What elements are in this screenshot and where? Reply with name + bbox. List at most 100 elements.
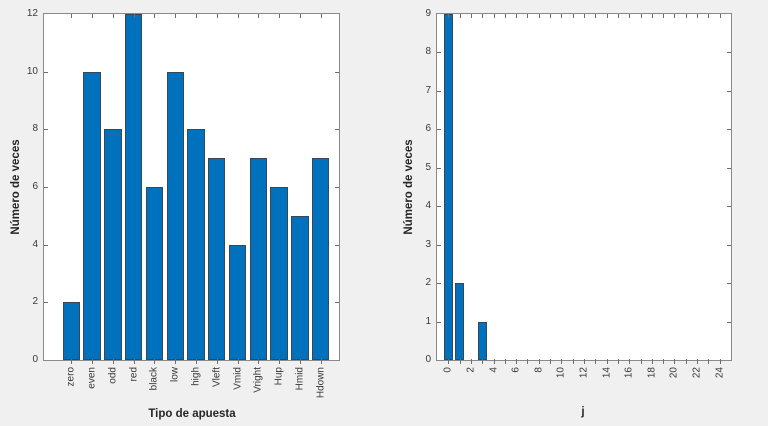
axis-tick bbox=[727, 321, 731, 323]
bet-types-x-axis-label: Tipo de apuesta bbox=[148, 408, 236, 420]
axis-tick bbox=[538, 359, 540, 364]
axis-tick bbox=[527, 359, 529, 364]
y-tick-label: 0 bbox=[32, 354, 38, 365]
y-tick-label: 0 bbox=[425, 354, 431, 365]
x-tick-label: 16 bbox=[623, 367, 635, 379]
y-tick-label: 1 bbox=[425, 315, 431, 327]
y-tick-label: 12 bbox=[26, 8, 38, 19]
axis-tick bbox=[538, 14, 540, 18]
bar bbox=[187, 129, 205, 360]
axis-tick bbox=[727, 206, 731, 208]
axis-tick bbox=[727, 283, 731, 285]
y-tick-label: 7 bbox=[425, 84, 431, 96]
axis-tick bbox=[482, 359, 484, 364]
y-tick-label: 3 bbox=[425, 238, 431, 250]
axis-tick bbox=[640, 14, 642, 18]
axis-tick bbox=[320, 359, 322, 364]
x-tick-label: 20 bbox=[668, 367, 680, 379]
axis-tick bbox=[719, 14, 721, 18]
axis-tick bbox=[237, 359, 239, 364]
axis-tick bbox=[584, 359, 585, 364]
axis-tick bbox=[196, 359, 197, 364]
x-tick-label: 18 bbox=[646, 367, 658, 379]
axis-tick bbox=[504, 14, 506, 18]
axis-tick bbox=[493, 359, 495, 364]
axis-tick bbox=[595, 14, 597, 18]
y-tick-label: 2 bbox=[32, 296, 38, 308]
axis-tick bbox=[606, 359, 608, 364]
axis-tick bbox=[335, 187, 339, 188]
axis-tick bbox=[674, 359, 676, 364]
axis-tick bbox=[727, 167, 731, 169]
axis-tick bbox=[154, 359, 156, 364]
axis-tick bbox=[606, 14, 608, 18]
axis-tick bbox=[663, 14, 665, 18]
x-tick-label: 0 bbox=[442, 367, 454, 373]
axis-tick bbox=[216, 14, 218, 18]
bar bbox=[208, 158, 226, 360]
axis-tick bbox=[335, 129, 339, 131]
axis-tick bbox=[258, 14, 260, 18]
axis-tick bbox=[112, 359, 114, 364]
axis-tick bbox=[133, 359, 135, 364]
x-tick-label: 14 bbox=[601, 367, 613, 379]
axis-tick bbox=[258, 359, 260, 364]
axis-tick bbox=[470, 14, 472, 18]
y-tick-label: 8 bbox=[32, 123, 38, 135]
axis-tick bbox=[71, 359, 73, 364]
axis-tick bbox=[437, 129, 441, 131]
x-tick-label: 24 bbox=[714, 367, 726, 379]
axis-tick bbox=[437, 167, 441, 169]
axis-tick bbox=[335, 244, 339, 246]
y-tick-label: 6 bbox=[32, 181, 38, 192]
y-tick-label: 4 bbox=[32, 238, 38, 250]
axis-tick bbox=[493, 14, 495, 18]
bar bbox=[291, 215, 309, 360]
axis-tick bbox=[299, 14, 301, 18]
j-histogram-plot-area bbox=[436, 13, 732, 364]
axis-tick bbox=[708, 14, 710, 18]
axis-tick bbox=[727, 244, 731, 246]
axis-tick bbox=[640, 359, 642, 364]
x-tick-label: 10 bbox=[555, 367, 567, 379]
axis-tick bbox=[516, 359, 518, 364]
axis-tick bbox=[617, 14, 619, 18]
x-tick-label: 4 bbox=[488, 367, 500, 373]
x-tick-label: 2 bbox=[465, 367, 477, 373]
axis-tick bbox=[727, 52, 731, 54]
axis-tick bbox=[175, 359, 177, 364]
axis-tick bbox=[470, 359, 472, 364]
axis-tick bbox=[674, 14, 676, 18]
j-histogram-y-axis-label: Número de veces bbox=[403, 139, 415, 235]
axis-tick bbox=[651, 359, 653, 364]
y-tick-label: 10 bbox=[26, 65, 38, 77]
axis-tick bbox=[727, 90, 731, 92]
axis-tick bbox=[335, 71, 339, 73]
axis-tick bbox=[663, 359, 665, 364]
axis-tick bbox=[617, 359, 619, 364]
axis-tick bbox=[550, 359, 552, 364]
axis-tick bbox=[527, 14, 529, 18]
axis-tick bbox=[92, 14, 94, 18]
bar bbox=[104, 129, 122, 360]
axis-tick bbox=[516, 14, 518, 18]
axis-tick bbox=[459, 14, 461, 18]
axis-tick bbox=[237, 14, 239, 18]
axis-tick bbox=[561, 14, 563, 18]
axis-tick bbox=[572, 14, 574, 18]
axis-tick bbox=[437, 244, 441, 246]
axis-tick bbox=[437, 90, 441, 92]
axis-tick bbox=[448, 14, 450, 18]
axis-tick bbox=[112, 14, 114, 18]
y-tick-label: 2 bbox=[425, 277, 431, 289]
bar bbox=[477, 321, 487, 360]
x-tick-label: 6 bbox=[510, 367, 522, 373]
axis-tick bbox=[629, 14, 631, 18]
y-tick-label: 9 bbox=[425, 8, 431, 19]
axis-tick bbox=[44, 129, 48, 131]
y-tick-label: 5 bbox=[425, 161, 431, 173]
axis-tick bbox=[133, 14, 135, 18]
